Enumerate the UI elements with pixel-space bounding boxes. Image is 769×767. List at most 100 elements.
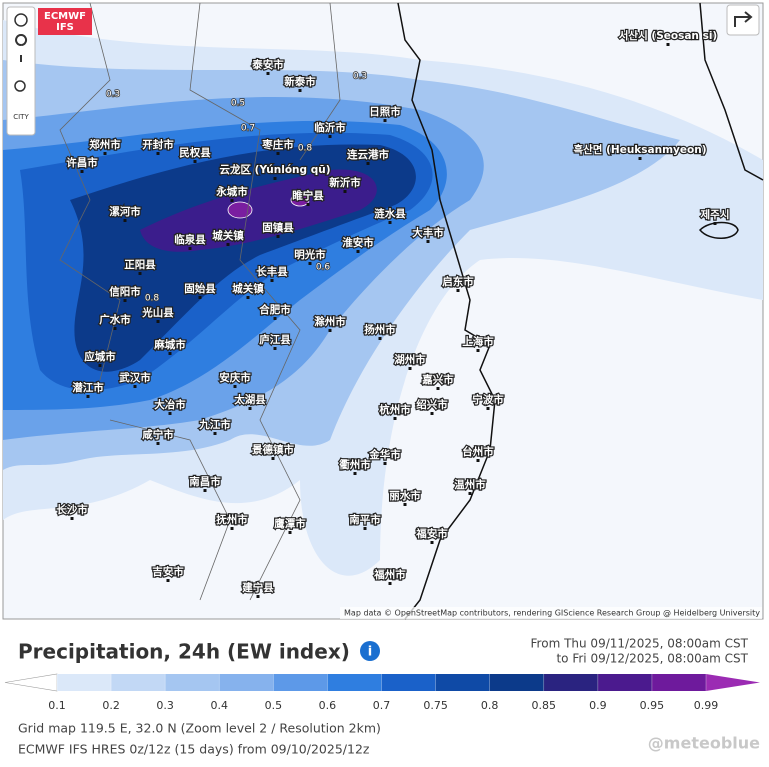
colorbar: 0.1 0.2 0.3 0.4 0.5 0.6 0.7 0.75 0.8 0.85 0.9 0.95 0… <box>4 673 760 712</box>
city-dot <box>156 320 160 323</box>
city-dot <box>230 527 234 530</box>
attribution-bg <box>340 607 762 619</box>
city-dot <box>328 135 332 138</box>
city-label: 许昌市 <box>66 156 98 169</box>
city-label: 서산시 (Seosan si) <box>619 29 717 42</box>
city-label: 淮安市 <box>342 236 374 249</box>
city-dot <box>276 152 280 155</box>
share-button[interactable] <box>726 4 760 36</box>
city-label: 连云港市 <box>347 148 389 161</box>
city-dot <box>213 432 217 435</box>
colorbar-arrow <box>706 674 760 691</box>
city-dot <box>638 157 642 160</box>
contour-label: 0.5 <box>231 99 245 109</box>
city-label: 扬州市 <box>364 323 396 336</box>
city-dot <box>328 329 332 332</box>
city-label: 明光市 <box>294 248 326 261</box>
colorbar-segment <box>381 674 437 691</box>
city-dot <box>430 412 434 415</box>
city-dot <box>356 250 360 253</box>
precip-area <box>290 193 310 207</box>
city-dot <box>393 417 397 420</box>
city-label: 宁波市 <box>472 393 504 406</box>
city-label: 福州市 <box>373 568 406 581</box>
city-label: 应城市 <box>84 350 116 363</box>
city-dot <box>476 349 480 352</box>
colorbar-label: 0.5 <box>265 699 283 712</box>
info-button[interactable] <box>360 641 380 661</box>
city-label: 抚州市 <box>216 513 248 526</box>
city-label: 永城市 <box>215 185 248 198</box>
colorbar-label: 0.75 <box>423 699 448 712</box>
city-label: 福安市 <box>415 527 448 540</box>
city-dot <box>713 222 717 225</box>
colorbar-label: 0.95 <box>640 699 665 712</box>
colorbar-segment <box>597 674 653 691</box>
city-dot <box>436 387 440 390</box>
model-badge <box>38 8 92 35</box>
colorbar-segment <box>219 674 274 691</box>
coastline <box>397 2 496 620</box>
city-label: 正阳县 <box>124 259 156 271</box>
city-dot <box>298 89 302 92</box>
colorbar-label: 0.8 <box>481 699 499 712</box>
contour-label: 0.3 <box>353 72 367 82</box>
city-dot <box>271 457 275 460</box>
info-icon: i <box>368 645 372 660</box>
city-label: 潜江市 <box>72 381 104 394</box>
colorbar-label: 0.1 <box>48 699 66 712</box>
city-dot <box>273 177 277 180</box>
colorbar-segment <box>57 674 112 691</box>
city-dot <box>166 579 170 582</box>
locate-button[interactable] <box>15 34 28 62</box>
city-label: 丽水市 <box>389 489 421 502</box>
grid-info: Grid map 119.5 E, 32.0 N (Zoom level 2 /… <box>18 721 381 736</box>
city-dot <box>168 352 172 355</box>
city-label: 临沂市 <box>314 121 346 134</box>
city-dot <box>388 582 392 585</box>
colorbar-segment <box>543 674 599 691</box>
colorbar-label: 0.7 <box>373 699 391 712</box>
city-label: 新泰市 <box>284 75 316 88</box>
city-dot <box>168 412 172 415</box>
colorbar-label: 0.9 <box>589 699 607 712</box>
contour-label: 0.7 <box>241 124 255 134</box>
city-dot <box>383 119 387 122</box>
city-dot <box>133 385 137 388</box>
city-label: 南平市 <box>349 513 381 526</box>
colorbar-label: 0.6 <box>319 699 337 712</box>
city-label: 郑州市 <box>89 138 121 151</box>
coastline <box>698 2 764 239</box>
city-label: 广水市 <box>99 313 131 326</box>
city-label: 光山县 <box>141 306 174 319</box>
zoom-button[interactable] <box>14 80 26 92</box>
model-info: ECMWF IFS HRES 0z/12z (15 days) from 09/… <box>18 742 370 757</box>
colorbar-label: 0.4 <box>211 699 229 712</box>
city-label: 南昌市 <box>189 475 221 488</box>
city-label: 大冶市 <box>154 398 186 411</box>
city-label: 日照市 <box>369 105 401 118</box>
city-dot <box>378 337 382 340</box>
city-label: 鹰潭市 <box>274 517 306 530</box>
city-dot <box>123 299 127 302</box>
city-label: 民权县 <box>179 146 211 159</box>
city-dot <box>246 296 250 299</box>
city-label: 涟水县 <box>374 207 406 220</box>
city-label: 湖州市 <box>394 353 426 366</box>
city-dot <box>80 170 84 173</box>
city-dot <box>103 152 107 155</box>
city-label: 大丰市 <box>412 226 444 239</box>
reload-button[interactable] <box>14 13 28 27</box>
toolbar <box>6 6 36 136</box>
city-label: 滁州市 <box>314 315 346 328</box>
city-label: 城关镇 <box>212 229 244 242</box>
badge-text: IFS <box>56 22 74 33</box>
city-label: 台州市 <box>462 445 494 458</box>
city-label: 临泉县 <box>174 233 206 246</box>
city-dot <box>230 199 234 202</box>
city-label: 长沙市 <box>56 503 88 516</box>
city-label: 漯河市 <box>109 205 141 218</box>
city-label: 武汉市 <box>119 371 151 384</box>
city-toggle[interactable]: CITY <box>13 113 29 121</box>
